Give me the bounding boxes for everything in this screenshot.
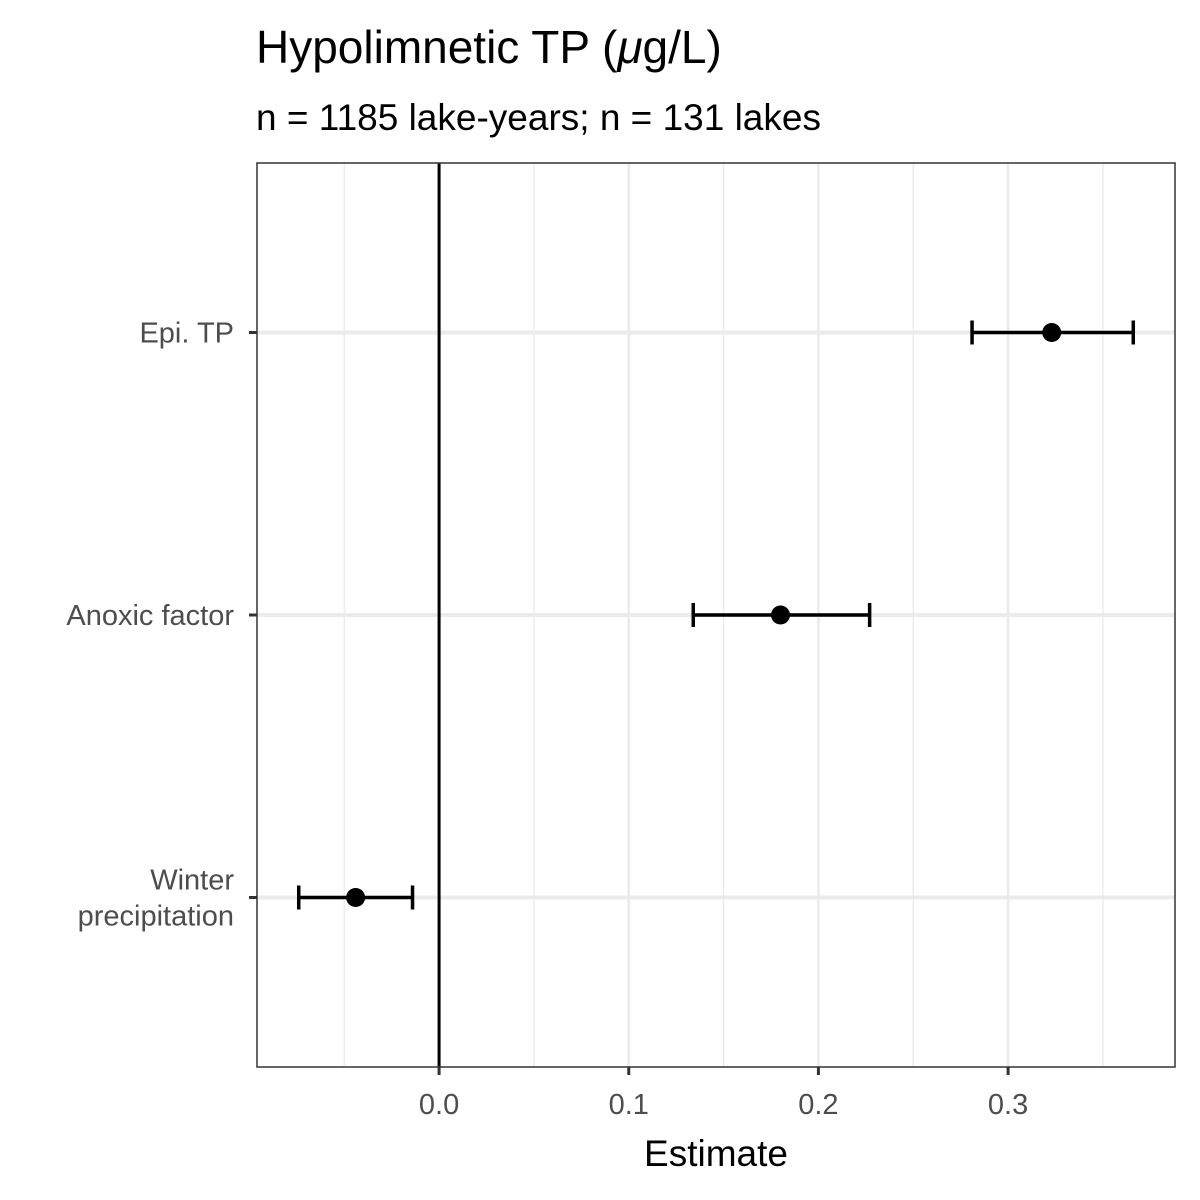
y-tick-label: Anoxic factor (66, 600, 234, 632)
estimate-point (346, 888, 366, 907)
x-axis-title: Estimate (644, 1133, 788, 1174)
x-tick-label: 0.1 (609, 1089, 649, 1121)
chart-title: Hypolimnetic TP (μg/L) (256, 21, 722, 73)
x-tick-label: 0.0 (419, 1089, 459, 1121)
estimate-point (770, 605, 790, 625)
axes: 0.0 0.1 0.2 0.3 Epi. TP Anoxic factor Winter pr… (66, 318, 1028, 1122)
estimate-point (1042, 323, 1062, 342)
estimate-marks (296, 320, 1136, 910)
chart-subtitle: n = 1185 lake-years; n = 131 lakes (256, 97, 821, 138)
x-tick-label: 0.3 (988, 1089, 1028, 1121)
x-tick-label: 0.2 (798, 1089, 838, 1121)
y-tick-label: Winter (150, 865, 234, 897)
y-tick-label: Epi. TP (139, 318, 234, 350)
y-tick-label: precipitation (78, 901, 234, 933)
